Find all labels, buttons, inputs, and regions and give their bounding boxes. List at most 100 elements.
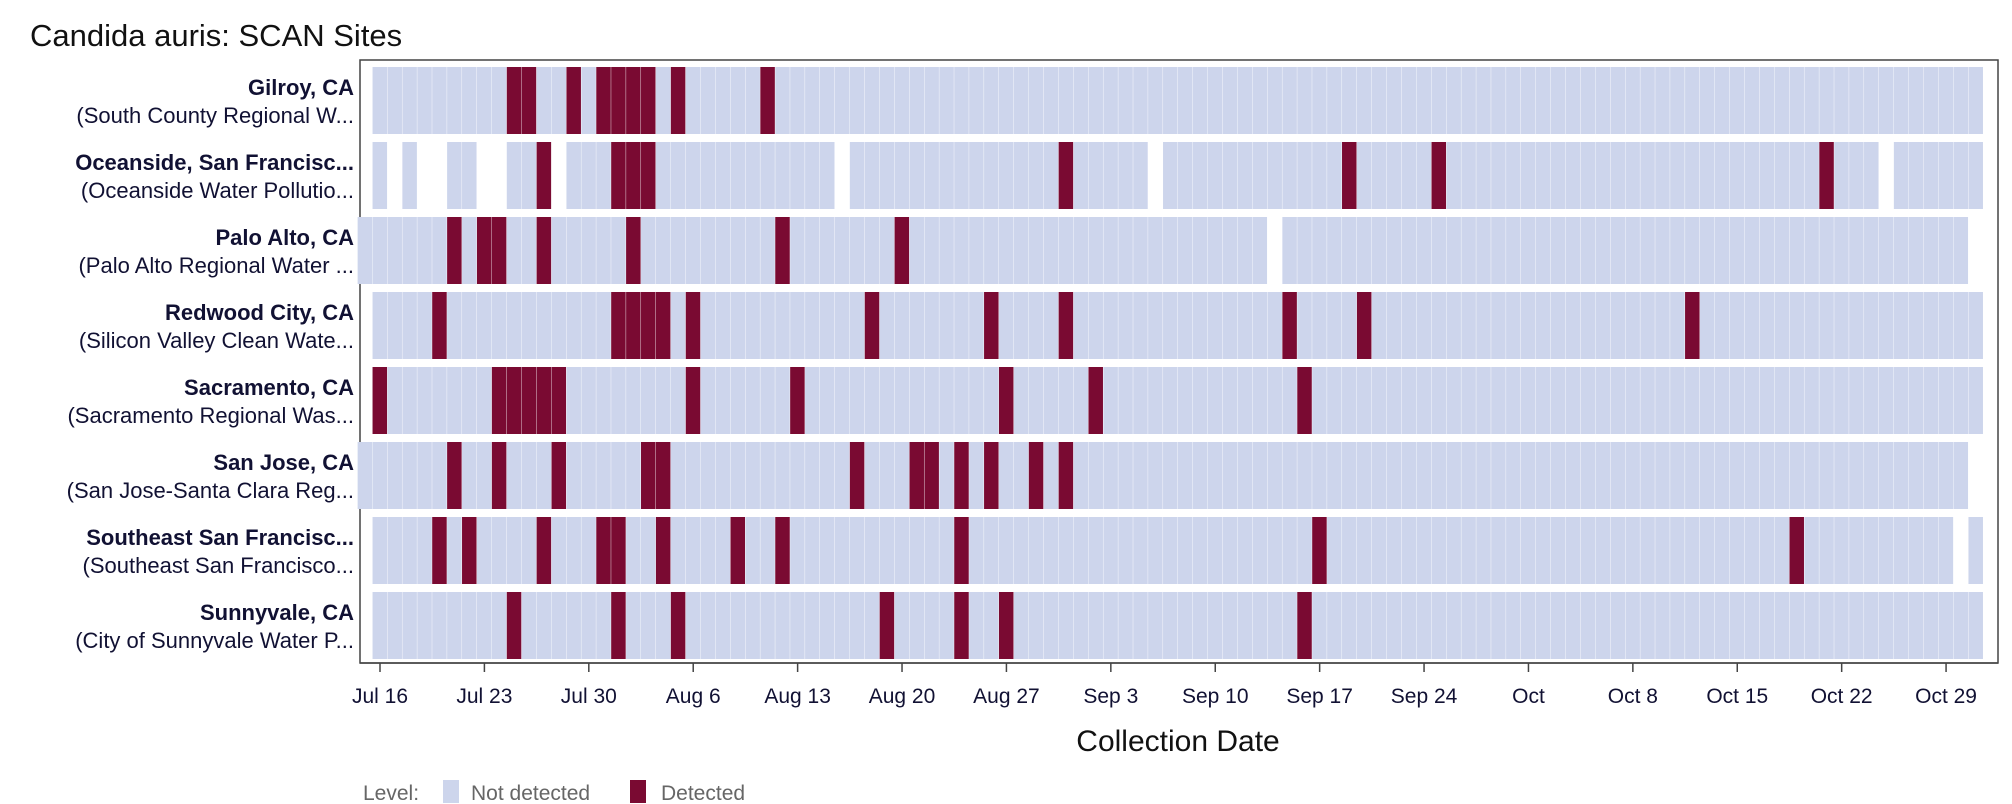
not-detected-cell	[1177, 292, 1193, 359]
not-detected-cell	[1893, 217, 1909, 284]
not-detected-cell	[715, 292, 731, 359]
not-detected-cell	[1461, 67, 1476, 134]
not-detected-cell	[1849, 67, 1864, 134]
not-detected-cell	[1476, 442, 1491, 509]
not-detected-cell	[715, 517, 731, 584]
heatmap-row	[372, 517, 1983, 584]
x-tick-label: Jul 23	[456, 685, 512, 708]
not-detected-cell	[1282, 592, 1297, 659]
not-detected-cell	[1386, 292, 1402, 359]
not-detected-cell	[1118, 292, 1133, 359]
not-detected-cell	[476, 67, 492, 134]
not-detected-cell	[1222, 217, 1238, 284]
not-detected-cell	[685, 592, 701, 659]
not-detected-cell	[626, 517, 641, 584]
detected-cell	[984, 442, 999, 509]
not-detected-cell	[1670, 367, 1685, 434]
not-detected-cell	[1058, 217, 1074, 284]
not-detected-cell	[1535, 367, 1551, 434]
site-plant-label: (South County Regional W...	[76, 103, 354, 128]
not-detected-cell	[1446, 592, 1461, 659]
not-detected-cell	[894, 67, 910, 134]
not-detected-cell	[1177, 67, 1193, 134]
not-detected-cell	[984, 217, 999, 284]
not-detected-cell	[1864, 292, 1879, 359]
not-detected-cell	[1073, 592, 1089, 659]
detected-cell	[954, 517, 969, 584]
chart-title: Candida auris: SCAN Sites	[30, 18, 403, 53]
detected-cell	[506, 592, 522, 659]
not-detected-cell	[924, 142, 939, 209]
not-detected-cell	[909, 292, 924, 359]
not-detected-cell	[491, 592, 507, 659]
not-detected-cell	[1506, 142, 1521, 209]
not-detected-cell	[1834, 367, 1849, 434]
not-detected-cell	[1013, 592, 1029, 659]
detected-cell	[611, 517, 626, 584]
not-detected-cell	[1342, 442, 1357, 509]
not-detected-cell	[1521, 442, 1536, 509]
not-detected-cell	[1893, 142, 1909, 209]
not-detected-cell	[939, 517, 954, 584]
not-detected-cell	[1491, 142, 1506, 209]
not-detected-cell	[1342, 517, 1357, 584]
not-detected-cell	[1297, 517, 1312, 584]
not-detected-cell	[1893, 292, 1909, 359]
not-detected-cell	[1133, 292, 1148, 359]
not-detected-cell	[730, 592, 746, 659]
x-tick-label: Oct 8	[1608, 685, 1658, 708]
not-detected-cell	[984, 142, 999, 209]
not-detected-cell	[1013, 367, 1029, 434]
not-detected-cell	[1953, 67, 1969, 134]
not-detected-cell	[402, 217, 417, 284]
not-detected-cell	[1416, 142, 1432, 209]
not-detected-cell	[1625, 142, 1640, 209]
not-detected-cell	[1759, 367, 1775, 434]
not-detected-cell	[1118, 442, 1133, 509]
not-detected-cell	[954, 142, 969, 209]
not-detected-cell	[1386, 67, 1402, 134]
not-detected-cell	[1670, 517, 1685, 584]
not-detected-cell	[1938, 367, 1954, 434]
not-detected-cell	[506, 217, 522, 284]
not-detected-cell	[1774, 442, 1790, 509]
not-detected-cell	[1103, 67, 1118, 134]
not-detected-cell	[1028, 142, 1044, 209]
not-detected-cell	[1550, 592, 1566, 659]
not-detected-cell	[1565, 217, 1581, 284]
not-detected-cell	[1431, 217, 1447, 284]
not-detected-cell	[805, 217, 820, 284]
not-detected-cell	[1819, 367, 1834, 434]
not-detected-cell	[402, 367, 417, 434]
not-detected-cell	[1431, 442, 1447, 509]
not-detected-cell	[1640, 367, 1655, 434]
not-detected-cell	[1893, 67, 1909, 134]
detected-cell	[685, 367, 701, 434]
not-detected-cell	[1207, 367, 1223, 434]
detected-cell	[849, 442, 865, 509]
not-detected-cell	[1849, 517, 1864, 584]
not-detected-cell	[655, 367, 671, 434]
detected-cell	[954, 442, 969, 509]
not-detected-cell	[1192, 292, 1208, 359]
not-detected-cell	[1685, 592, 1700, 659]
not-detected-cell	[998, 217, 1014, 284]
not-detected-cell	[1729, 442, 1745, 509]
not-detected-cell	[1237, 367, 1253, 434]
not-detected-cell	[447, 367, 462, 434]
not-detected-cell	[1282, 442, 1297, 509]
not-detected-cell	[969, 442, 984, 509]
heatmap-row	[372, 67, 1983, 134]
not-detected-cell	[760, 217, 775, 284]
not-detected-cell	[1058, 367, 1074, 434]
not-detected-cell	[1252, 142, 1268, 209]
not-detected-cell	[447, 292, 462, 359]
not-detected-cell	[1058, 592, 1074, 659]
not-detected-cell	[819, 292, 835, 359]
not-detected-cell	[551, 517, 567, 584]
not-detected-cell	[1878, 367, 1894, 434]
heatmap-row	[372, 367, 1983, 434]
not-detected-cell	[939, 367, 954, 434]
not-detected-cell	[1685, 517, 1700, 584]
not-detected-cell	[1744, 592, 1760, 659]
